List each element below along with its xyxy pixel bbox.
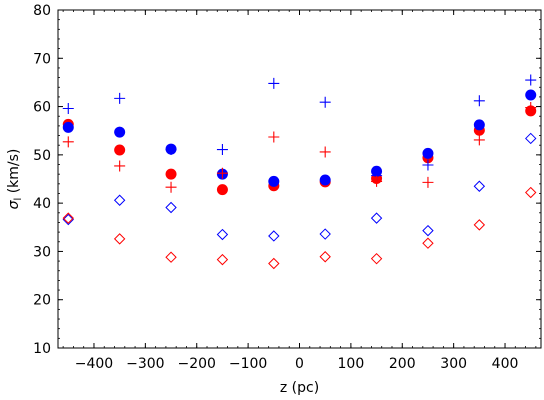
series-5 (62, 132, 537, 242)
y-axis-label-subscript: l (13, 198, 24, 201)
data-point (422, 176, 434, 188)
y-axis-label-unit: (km/s) (6, 149, 22, 198)
x-tick-label: 400 (492, 356, 519, 372)
data-point (216, 253, 229, 266)
data-point (319, 228, 331, 240)
data-point (319, 174, 331, 186)
data-point (216, 184, 228, 196)
data-point (165, 251, 177, 263)
data-point (268, 230, 280, 242)
data-point (525, 186, 537, 199)
data-point (113, 233, 126, 245)
marks-layer (62, 74, 537, 270)
x-tick-label: −300 (126, 356, 164, 372)
plot-frame (57, 9, 542, 349)
data-point (165, 144, 177, 156)
data-point (114, 126, 126, 138)
data-point (165, 181, 177, 193)
series-3 (62, 74, 537, 182)
data-point (473, 219, 486, 231)
data-point (268, 257, 280, 270)
data-point (62, 103, 74, 115)
data-point (165, 168, 177, 180)
data-point (62, 136, 74, 148)
data-point (422, 224, 434, 237)
data-point (319, 251, 331, 263)
data-point (525, 132, 537, 145)
x-tick-label: 0 (295, 356, 304, 372)
data-point (268, 131, 280, 143)
x-axis-label: z (pc) (280, 380, 319, 396)
data-point (525, 89, 537, 101)
x-tick-label: −400 (75, 356, 113, 372)
data-point (473, 95, 485, 107)
y-axis-label-symbol: σ (6, 199, 22, 209)
data-point (473, 180, 486, 192)
data-point (319, 146, 331, 158)
y-tick-label: 80 (33, 3, 51, 19)
y-tick-label: 60 (33, 100, 51, 116)
data-point (216, 228, 229, 241)
data-point (370, 252, 383, 265)
y-tick-label: 10 (33, 341, 51, 357)
data-point (114, 92, 126, 104)
series-4 (62, 102, 537, 193)
data-point (371, 175, 383, 187)
data-point (268, 175, 280, 187)
x-tick-label: 100 (338, 356, 365, 372)
series-6 (62, 186, 537, 270)
y-tick-label: 70 (33, 51, 51, 67)
data-point (165, 201, 177, 214)
data-point (216, 167, 228, 179)
x-tick-label: −200 (178, 356, 216, 372)
ticks-layer: −400 −300 −200 −100 0 100 200 300 400 10 20 30 40 50 6… (33, 3, 541, 372)
y-axis-label: σl (km/s) (6, 149, 24, 210)
y-tick-label: 50 (33, 148, 51, 164)
series-2 (62, 89, 537, 187)
data-point (422, 237, 434, 249)
data-point (114, 160, 126, 172)
data-point (525, 74, 537, 86)
data-point (114, 144, 126, 156)
data-point (422, 159, 434, 171)
y-tick-label: 40 (33, 196, 51, 212)
data-point (422, 147, 434, 159)
data-point (525, 102, 537, 114)
data-point (62, 213, 74, 226)
data-point (370, 212, 383, 224)
y-tick-label: 30 (33, 244, 51, 260)
data-point (62, 121, 74, 133)
data-point (268, 77, 280, 89)
data-point (62, 212, 74, 224)
y-tick-label: 20 (33, 293, 51, 309)
data-point (216, 144, 228, 156)
data-point (319, 96, 331, 108)
x-tick-label: 300 (440, 356, 467, 372)
x-tick-label: −100 (229, 356, 267, 372)
series-1 (62, 105, 537, 196)
data-point (473, 119, 485, 131)
data-point (113, 194, 126, 206)
x-tick-label: 200 (389, 356, 416, 372)
data-point (473, 134, 485, 146)
